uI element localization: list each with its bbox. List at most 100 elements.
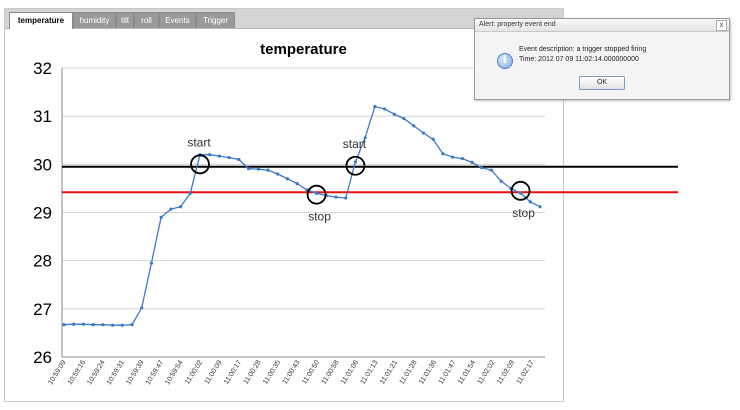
annotation-label-stop-1: stop [308, 210, 331, 224]
data-point-37 [421, 131, 426, 135]
data-point-44 [489, 168, 494, 172]
event-time: Time: 2012 07 09 11:02:14.000000000 [519, 56, 639, 63]
x-tick-label-12: 11:00:43 [282, 359, 302, 385]
annotation-circle-stop-3 [510, 180, 531, 201]
tab-bar: temperature humidity tilt roll Events Tr… [5, 9, 563, 29]
data-point-8 [140, 306, 144, 310]
data-point-4 [101, 323, 105, 327]
x-tick-label-24: 11:02:17 [516, 359, 536, 385]
alert-dialog: Alert: property event end x i Event desc… [474, 18, 730, 100]
dialog-title: Alert: property event end x [475, 19, 729, 32]
annotation-label-start-0: start [187, 135, 211, 149]
data-point-5 [110, 323, 115, 327]
data-point-6 [120, 323, 124, 327]
y-tick-label-31: 31 [33, 107, 52, 126]
data-point-26 [314, 191, 319, 195]
data-point-39 [441, 152, 445, 156]
data-point-22 [276, 172, 280, 176]
x-tick-label-10: 11:00:28 [243, 359, 263, 385]
dialog-title-text: Alert: property event end [479, 21, 556, 28]
x-tick-label-20: 11:01:47 [438, 359, 458, 385]
data-point-23 [285, 177, 290, 181]
y-tick-label-30: 30 [33, 155, 52, 174]
y-tick-label-26: 26 [33, 348, 52, 367]
data-point-3 [91, 323, 95, 327]
series-line-temperature [63, 105, 541, 326]
x-tick-label-16: 11:01:13 [360, 359, 380, 385]
data-point-31 [363, 136, 367, 140]
x-tick-label-19: 11:01:36 [418, 359, 438, 385]
annotation-circle-stop-1 [306, 184, 327, 205]
x-tick-label-22: 11:02:02 [477, 359, 497, 385]
data-point-21 [266, 168, 270, 172]
data-point-48 [528, 200, 532, 204]
tab-roll[interactable]: roll [134, 12, 159, 28]
x-tick-label-17: 11:01:21 [379, 359, 399, 385]
tab-tilt[interactable]: tilt [116, 12, 134, 28]
x-tick-label-8: 11:00:09 [204, 359, 224, 385]
info-icon: i [497, 53, 513, 69]
annotation-label-stop-3: stop [512, 206, 535, 220]
tab-trigger[interactable]: Trigger [196, 12, 235, 28]
x-tick-label-3: 10:59:31 [106, 359, 126, 386]
x-tick-label-2: 10:59:24 [86, 359, 106, 386]
data-point-35 [402, 116, 406, 121]
data-point-49 [538, 205, 542, 209]
data-point-9 [149, 261, 154, 265]
data-point-30 [353, 160, 358, 164]
data-point-28 [334, 195, 338, 199]
event-description: Event description: a trigger stopped fir… [519, 46, 647, 53]
data-point-7 [130, 323, 134, 327]
data-point-0 [62, 323, 66, 327]
annotation-label-start-2: start [343, 137, 367, 151]
tab-temperature[interactable]: temperature [9, 12, 73, 29]
tab-events[interactable]: Events [159, 12, 196, 28]
y-tick-label-29: 29 [33, 204, 52, 223]
tab-humidity[interactable]: humidity [73, 12, 116, 28]
data-point-13 [188, 191, 192, 195]
x-tick-label-14: 11:00:58 [321, 359, 341, 385]
close-icon[interactable]: x [716, 20, 727, 31]
chart-panel: temperature humidity tilt roll Events Tr… [4, 8, 564, 402]
data-point-24 [295, 182, 299, 186]
y-tick-label-27: 27 [33, 300, 52, 319]
data-point-34 [392, 112, 396, 116]
data-point-42 [470, 160, 474, 165]
data-point-36 [412, 124, 416, 128]
x-tick-label-4: 10:59:39 [125, 359, 145, 386]
data-point-41 [460, 156, 464, 161]
data-point-38 [431, 137, 435, 141]
x-tick-label-13: 11:00:50 [301, 359, 321, 385]
y-tick-label-28: 28 [33, 252, 52, 271]
x-tick-label-11: 11:00:35 [262, 359, 282, 385]
x-tick-label-1: 10:59:16 [67, 359, 87, 386]
data-point-10 [159, 215, 163, 219]
data-point-18 [237, 157, 241, 162]
x-tick-label-21: 11:01:54 [457, 359, 477, 385]
data-point-29 [344, 196, 348, 200]
ok-button[interactable]: OK [579, 76, 625, 90]
data-point-45 [499, 179, 503, 183]
data-point-2 [81, 322, 86, 326]
x-tick-label-6: 10:59:54 [164, 359, 184, 386]
data-point-17 [227, 155, 231, 160]
data-point-32 [373, 104, 377, 109]
data-point-11 [169, 207, 173, 211]
annotation-circle-start-0 [190, 154, 210, 175]
x-tick-label-5: 10:59:47 [145, 359, 165, 386]
x-tick-label-9: 11:00:17 [223, 359, 243, 385]
data-point-19 [246, 167, 251, 171]
chart-title: temperature [260, 41, 347, 58]
x-tick-label-15: 11:01:06 [340, 359, 360, 385]
data-point-12 [178, 205, 183, 209]
x-tick-label-18: 11:01:28 [399, 359, 419, 385]
x-tick-label-7: 11:00:02 [184, 359, 204, 385]
data-point-20 [256, 167, 260, 171]
x-tick-label-23: 11:02:09 [496, 359, 516, 385]
data-point-15 [208, 153, 212, 157]
annotation-circle-start-2 [345, 155, 366, 176]
data-point-40 [450, 155, 455, 159]
data-point-43 [480, 166, 484, 170]
data-point-1 [72, 322, 76, 326]
data-point-47 [518, 191, 523, 195]
